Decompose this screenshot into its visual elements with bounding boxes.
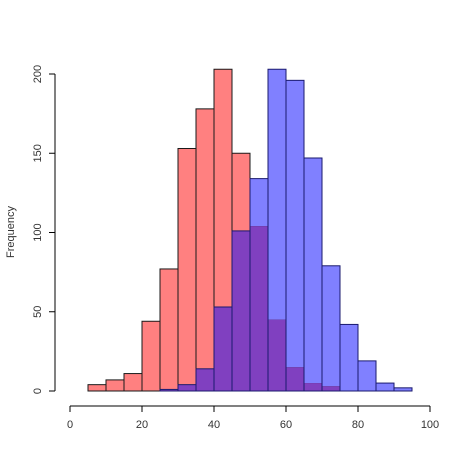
bar-overlap-65 — [304, 383, 322, 391]
bar-blue-70 — [322, 265, 340, 387]
bar-overlap-50 — [250, 226, 268, 391]
y-axis-label: Frequency — [5, 206, 17, 258]
x-tick-label-60: 60 — [280, 419, 292, 431]
x-tick-label-20: 20 — [136, 419, 148, 431]
bar-overlap-55 — [268, 319, 286, 391]
bar-blue-90 — [394, 387, 412, 391]
bar-blue-outline-75 — [339, 323, 359, 392]
bar-red-5 — [87, 384, 107, 392]
y-tick-label-0: 0 — [32, 388, 44, 394]
bar-blue-outline-85 — [375, 382, 395, 392]
bar-blue-65 — [304, 158, 322, 384]
bar-blue-outline-80 — [357, 360, 377, 392]
bar-red-30 — [177, 147, 197, 392]
bar-overlap-25 — [160, 389, 178, 391]
bar-overlap-70 — [322, 386, 340, 391]
bar-red-10 — [105, 379, 125, 392]
y-tick-label-50: 50 — [32, 306, 44, 318]
bar-overlap-45 — [232, 230, 250, 391]
x-axis: 0 20 40 60 80 100 — [67, 405, 439, 431]
y-tick-label-100: 100 — [32, 223, 44, 241]
x-tick-label-0: 0 — [67, 419, 73, 431]
series-blue-bars — [159, 68, 413, 392]
bar-overlap-60 — [286, 367, 304, 391]
bar-blue-55 — [268, 69, 286, 320]
bar-blue-outline-90 — [393, 387, 413, 392]
y-tick-label-150: 150 — [32, 144, 44, 162]
y-tick-label-200: 200 — [32, 65, 44, 83]
x-tick-label-40: 40 — [208, 419, 220, 431]
bar-blue-85 — [376, 383, 394, 391]
bar-blue-50 — [250, 178, 268, 227]
x-tick-label-100: 100 — [421, 419, 439, 431]
bar-overlap-30 — [178, 384, 196, 391]
bar-red-35 — [195, 108, 215, 392]
bar-red-20 — [141, 320, 161, 392]
bar-blue-75 — [340, 324, 358, 391]
bar-red-15 — [123, 373, 143, 392]
bar-overlap-40 — [214, 306, 232, 391]
y-axis: 0 50 100 150 200 — [32, 65, 56, 394]
bar-blue-60 — [286, 80, 304, 368]
bar-overlap-35 — [196, 368, 214, 391]
bar-red-25 — [159, 268, 179, 392]
x-tick-label-80: 80 — [352, 419, 364, 431]
bar-blue-80 — [358, 360, 376, 391]
